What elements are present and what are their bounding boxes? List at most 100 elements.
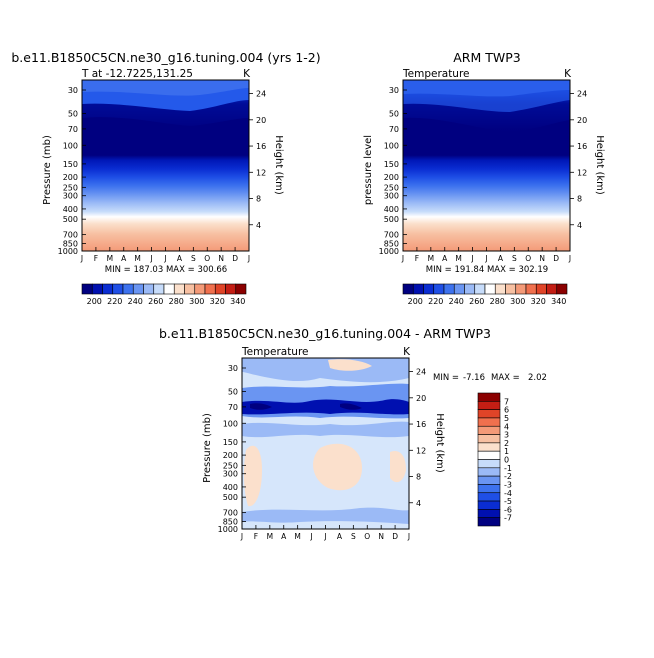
panel3-stats-max-label: MAX = [491, 373, 520, 383]
panel3-colorbar-label: 4 [504, 422, 509, 431]
panel3-ytick-label: 400 [223, 483, 238, 492]
panel1-ytick-label: 1000 [58, 247, 78, 256]
panel3-contour-positive-left [243, 445, 262, 507]
panel2-xtick-label: N [539, 254, 545, 263]
panel1-xtick-label: J [163, 254, 166, 263]
panel1-xtick-label: M [107, 254, 113, 263]
panel3-colorbar-label: -6 [504, 505, 512, 514]
panel1-xtick-label: D [232, 254, 238, 263]
panel1-xtick-label: S [191, 254, 196, 263]
panel1-colorbar-swatch [225, 283, 237, 295]
panel3-ytick-label: 850 [223, 518, 238, 527]
panel2-xtick-label: J [470, 254, 473, 263]
panel3-xtick-label: D [392, 532, 398, 541]
panel2-ytick-label: 250 [384, 183, 399, 192]
panel2-colorbar-swatch [464, 283, 476, 295]
panel1-xtick-label: A [121, 254, 127, 263]
panel3-colorbar-swatch [477, 401, 501, 410]
panel1-ylabel: Pressure (mb) [42, 135, 53, 205]
panel1-ytick-label: 850 [63, 240, 78, 249]
panel3-ylabel-right: Height (km) [434, 413, 445, 473]
panel1-colorbar-label: 340 [230, 297, 245, 306]
panel1-ytick-label: 300 [63, 192, 78, 201]
panel1-ytick-label: 400 [63, 205, 78, 214]
panel2-y2tick-label: 20 [577, 116, 587, 125]
panel3-colorbar-swatch [477, 475, 501, 485]
panel1-colorbar-swatch [173, 283, 185, 295]
panel3-ytick-label: 150 [223, 438, 238, 447]
panel3-stats-min: -7.16 [463, 373, 485, 383]
panel3-ylabel: Pressure (mb) [202, 413, 213, 483]
panel2-ytick-label: 70 [389, 125, 399, 134]
panel3-subtitle-right: K [403, 346, 411, 358]
panel1-colorbar-swatch [91, 283, 103, 295]
panel2-xtick-label: O [525, 254, 531, 263]
panel2-ytick-label: 500 [384, 215, 399, 224]
panel2-colorbar-label: 260 [469, 297, 484, 306]
panel1-contour-core [82, 117, 249, 155]
panel2-y2tick-label: 24 [577, 90, 587, 99]
panel1-ytick-label: 700 [63, 231, 78, 240]
panel2-stats: MIN = 191.84 MAX = 302.19 [426, 265, 548, 275]
panel2-xtick-label: A [442, 254, 448, 263]
panel3-colorbar-label: 2 [504, 439, 509, 448]
panel1-y2-ticks: 24 20 16 12 8 4 [249, 90, 266, 230]
panel1-colorbar-swatch [132, 283, 144, 295]
panel2-y2tick-label: 12 [577, 168, 587, 177]
panel2-colorbar-label: 340 [551, 297, 566, 306]
panel1-colorbar-swatch [81, 283, 93, 295]
panel3-xtick-label: M [267, 532, 273, 541]
panel3-colorbar-label: 6 [504, 406, 509, 415]
panel1-subtitle-right: K [243, 68, 251, 80]
panel3-ytick-label: 300 [223, 470, 238, 479]
panel2-ytick-label: 400 [384, 205, 399, 214]
panel2-colorbar-label: 200 [408, 297, 423, 306]
panel3-colorbar-label: -3 [504, 480, 512, 489]
panel3-xtick-label: J [407, 532, 410, 541]
panel2-y2tick-label: 4 [577, 221, 582, 230]
panel2-xtick-label: M [455, 254, 461, 263]
panel3-y2tick-label: 20 [416, 394, 426, 403]
panel3-ytick-label: 70 [228, 403, 238, 412]
panel2-xtick-label: F [415, 254, 419, 263]
panel1-y2tick-label: 12 [256, 168, 266, 177]
panel3-ytick-label: 700 [223, 509, 238, 518]
panel1-xtick-label: N [218, 254, 224, 263]
panel1-colorbar-label: 220 [107, 297, 122, 306]
panel1-ylabel-right: Height (km) [273, 135, 284, 195]
panel1-ytick-label: 500 [63, 215, 78, 224]
panel1-colorbar-swatch [153, 283, 165, 295]
panel1-colorbar-swatch [143, 283, 155, 295]
panel1-xtick-label: F [94, 254, 98, 263]
panel3-stats-max: 2.02 [528, 373, 547, 383]
panel2-colorbar-label: 320 [531, 297, 546, 306]
panel1-y2tick-label: 4 [256, 221, 261, 230]
panel1-colorbar-swatch [163, 283, 175, 295]
panel2-ytick-label: 300 [384, 192, 399, 201]
panel1-colorbar-swatch [204, 283, 216, 295]
panel1-colorbar-label: 260 [148, 297, 163, 306]
panel3-ytick-label: 50 [228, 387, 238, 396]
panel1-colorbar-label: 320 [210, 297, 225, 306]
panel3-plot-area [242, 358, 409, 529]
panel3-colorbar-label: -4 [504, 489, 512, 498]
panel3-contour-low-blue [242, 507, 409, 524]
panel2-colorbar-swatch [474, 283, 486, 295]
panel1-y2tick-label: 8 [256, 195, 261, 204]
panel3-xtick-label: J [309, 532, 312, 541]
panel2-xtick-label: J [568, 254, 571, 263]
panel3-xtick-label: J [240, 532, 243, 541]
panel1-xtick-label: J [80, 254, 83, 263]
panel2-ylabel-right: Height (km) [594, 135, 605, 195]
panel3-ytick-label: 200 [223, 451, 238, 460]
panel2-colorbar-label: 280 [490, 297, 505, 306]
panel3-y2-ticks: 24 20 16 12 8 4 [409, 368, 426, 508]
panel1-colorbar-swatch [184, 283, 196, 295]
panel2-xtick-label: S [512, 254, 517, 263]
panel2-colorbar-swatch [484, 283, 496, 295]
panel-model-temperature: b.e11.B1850C5CN.ne30_g16.tuning.004 (yrs… [11, 50, 320, 306]
panel3-contour-positive-mid [313, 443, 362, 491]
panel2-xtick-label: J [484, 254, 487, 263]
